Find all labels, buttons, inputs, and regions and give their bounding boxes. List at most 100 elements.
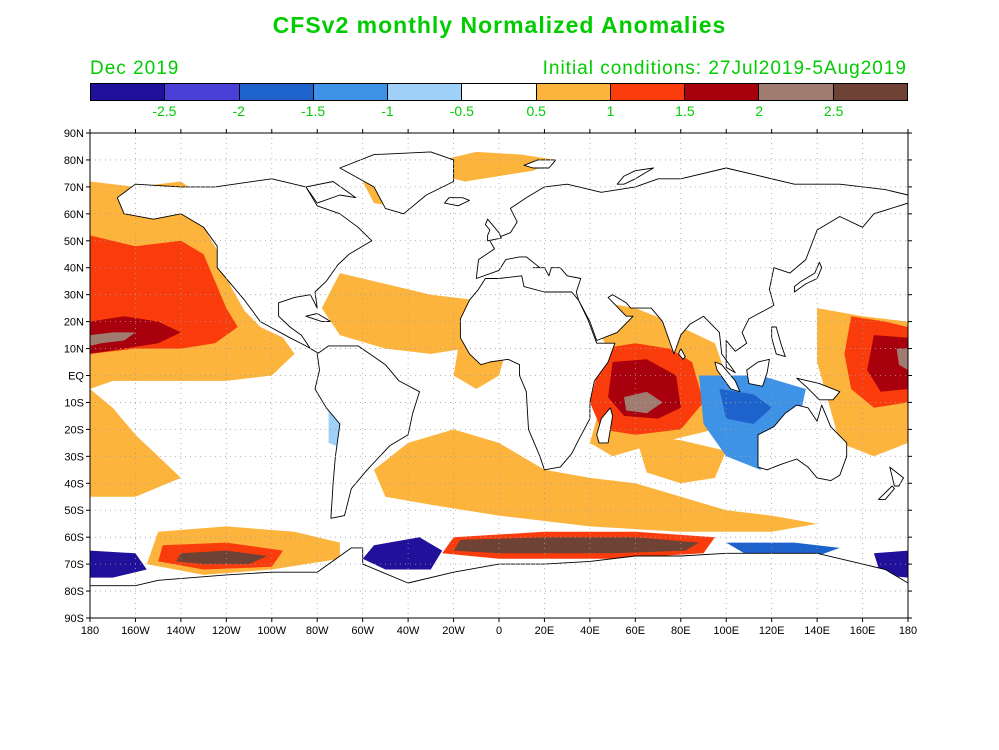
land-madagascar <box>596 407 614 444</box>
valid-month: Dec 2019 <box>90 58 180 79</box>
lat-label: 30S <box>64 451 84 463</box>
lat-label: 20S <box>64 424 84 436</box>
land-new-zealand <box>889 466 904 487</box>
land-sri-lanka <box>678 348 686 360</box>
colorbar-swatch <box>536 84 611 100</box>
lon-label: 80W <box>306 625 329 637</box>
colorbar-label: 2.5 <box>823 103 844 119</box>
lat-label: 50N <box>64 236 84 248</box>
lon-label: 120E <box>759 625 785 637</box>
anomaly-region <box>321 273 488 354</box>
land-uk <box>484 218 502 242</box>
anomaly-region <box>90 389 181 497</box>
lat-label: 40S <box>64 478 84 490</box>
lon-label: 160W <box>121 625 150 637</box>
colorbar-swatch <box>462 84 537 100</box>
colorbar-label: -1.5 <box>301 103 326 119</box>
colorbar-label: 0.5 <box>526 103 546 119</box>
anomaly-region <box>453 537 699 554</box>
lat-label: 10N <box>64 344 84 356</box>
lon-label: 140E <box>804 625 830 637</box>
lat-label: 60S <box>64 532 84 544</box>
lon-label: 20W <box>442 625 465 637</box>
colorbar-label: -2.5 <box>152 103 177 119</box>
colorbar-swatch <box>91 84 166 100</box>
lat-label: 80N <box>64 155 84 167</box>
lon-label: 0 <box>496 625 502 637</box>
lat-label: 60N <box>64 209 84 221</box>
land-australia <box>757 404 848 482</box>
anomaly-region <box>90 316 181 354</box>
colorbar-label: -1 <box>381 103 394 119</box>
anomaly-region <box>635 434 727 484</box>
colorbar-swatch <box>759 84 834 100</box>
lat-label: 70S <box>64 559 84 571</box>
land-new-zealand-south <box>878 485 895 500</box>
land-japan <box>793 261 823 293</box>
lat-label: 70N <box>64 182 84 194</box>
lat-label: 40N <box>64 263 84 275</box>
map-title: CFSv2 monthly Normalized Anomalies <box>272 12 727 38</box>
colorbar-label: -2 <box>232 103 245 119</box>
colorbar-label: 1 <box>606 103 615 119</box>
lat-label: 30N <box>64 290 84 302</box>
anomaly-region <box>362 537 443 570</box>
land-iceland <box>444 197 470 207</box>
land-africa <box>459 275 616 471</box>
lon-label: 60W <box>351 625 374 637</box>
lon-label: 160E <box>850 625 876 637</box>
lon-label: 100E <box>713 625 739 637</box>
anomaly-region <box>90 332 136 346</box>
lon-label: 120W <box>212 625 241 637</box>
colorbar-labels: -2.5 -2 -1.5 -1 -0.5 0.5 1 1.5 2 2.5 <box>90 103 908 119</box>
land-greenland <box>339 151 455 215</box>
colorbar-swatch <box>239 84 314 100</box>
anomaly-region <box>719 389 772 424</box>
anomaly-region <box>726 542 840 556</box>
anomaly-region <box>896 348 908 371</box>
land-eurasia <box>475 167 908 374</box>
land-borneo <box>746 358 770 387</box>
anomaly-region <box>442 151 556 182</box>
anomaly-region <box>176 550 268 565</box>
land-philippines <box>771 326 786 358</box>
lon-label: 140W <box>167 625 196 637</box>
lat-label: 80S <box>64 586 84 598</box>
colorbar <box>90 83 908 101</box>
lon-label: 40W <box>397 625 420 637</box>
lat-label: 90S <box>64 613 84 625</box>
land-sumatra <box>714 361 741 393</box>
lat-label: 10S <box>64 397 84 409</box>
land-south-america <box>314 345 420 519</box>
colorbar-swatch <box>833 84 907 100</box>
colorbar-swatch <box>610 84 686 100</box>
initial-conditions: Initial conditions: 27Jul2019-5Aug2019 <box>542 58 907 79</box>
lon-label: 40E <box>580 625 600 637</box>
lon-label: 180 <box>81 625 99 637</box>
lon-label: 20E <box>535 625 555 637</box>
colorbar-swatch <box>388 84 463 100</box>
colorbar-label: 1.5 <box>675 103 695 119</box>
lon-label: 180 <box>899 625 917 637</box>
land-new-guinea <box>796 377 841 401</box>
lat-label: 90N <box>64 128 84 140</box>
colorbar-swatch <box>685 84 760 100</box>
map-frame <box>90 133 908 618</box>
lat-label: 50S <box>64 505 84 517</box>
lat-label: 20N <box>64 317 84 329</box>
lat-label: EQ <box>68 371 84 383</box>
colorbar-label: 2 <box>755 103 764 119</box>
land-novaya-zemlya <box>616 167 654 185</box>
lon-label: 80E <box>671 625 691 637</box>
land-svalbard <box>523 159 557 169</box>
land-antarctica <box>90 547 908 618</box>
anomaly-region <box>90 550 147 578</box>
colorbar-swatch <box>313 84 389 100</box>
lon-label: 60E <box>626 625 646 637</box>
colorbar-label: -0.5 <box>449 103 474 119</box>
anomaly-region <box>624 391 663 414</box>
colorbar-swatch <box>165 84 240 100</box>
land-baffin <box>305 181 357 204</box>
land-north-america <box>116 178 373 355</box>
